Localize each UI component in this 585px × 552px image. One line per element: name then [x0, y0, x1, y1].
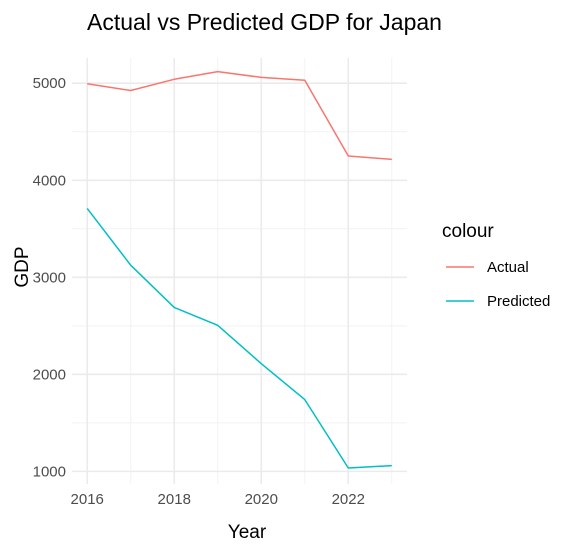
grid-major	[72, 58, 407, 484]
x-axis-title: Year	[228, 522, 267, 543]
x-axis-ticks: 2016 2018 2020 2022	[71, 491, 365, 508]
x-tick-label: 2020	[245, 491, 278, 508]
y-tick-label: 4000	[33, 172, 66, 189]
legend-label-predicted: Predicted	[487, 293, 550, 310]
legend: colour Actual Predicted	[442, 221, 550, 310]
legend-label-actual: Actual	[487, 259, 529, 276]
x-tick-label: 2022	[332, 491, 365, 508]
grid-minor	[72, 58, 407, 484]
x-tick-label: 2016	[71, 491, 104, 508]
x-tick-label: 2018	[158, 491, 191, 508]
y-tick-label: 3000	[33, 269, 66, 286]
chart-title: Actual vs Predicted GDP for Japan	[87, 9, 442, 35]
series-line-predicted	[86, 207, 392, 469]
y-axis-ticks: 1000 2000 3000 4000 5000	[33, 75, 66, 480]
y-tick-label: 1000	[33, 463, 66, 480]
series-line-actual	[87, 70, 392, 161]
series-lines	[86, 70, 392, 469]
legend-title: colour	[442, 221, 494, 242]
y-axis-title: GDP	[12, 246, 33, 287]
y-tick-label: 5000	[33, 75, 66, 92]
y-tick-label: 2000	[33, 366, 66, 383]
